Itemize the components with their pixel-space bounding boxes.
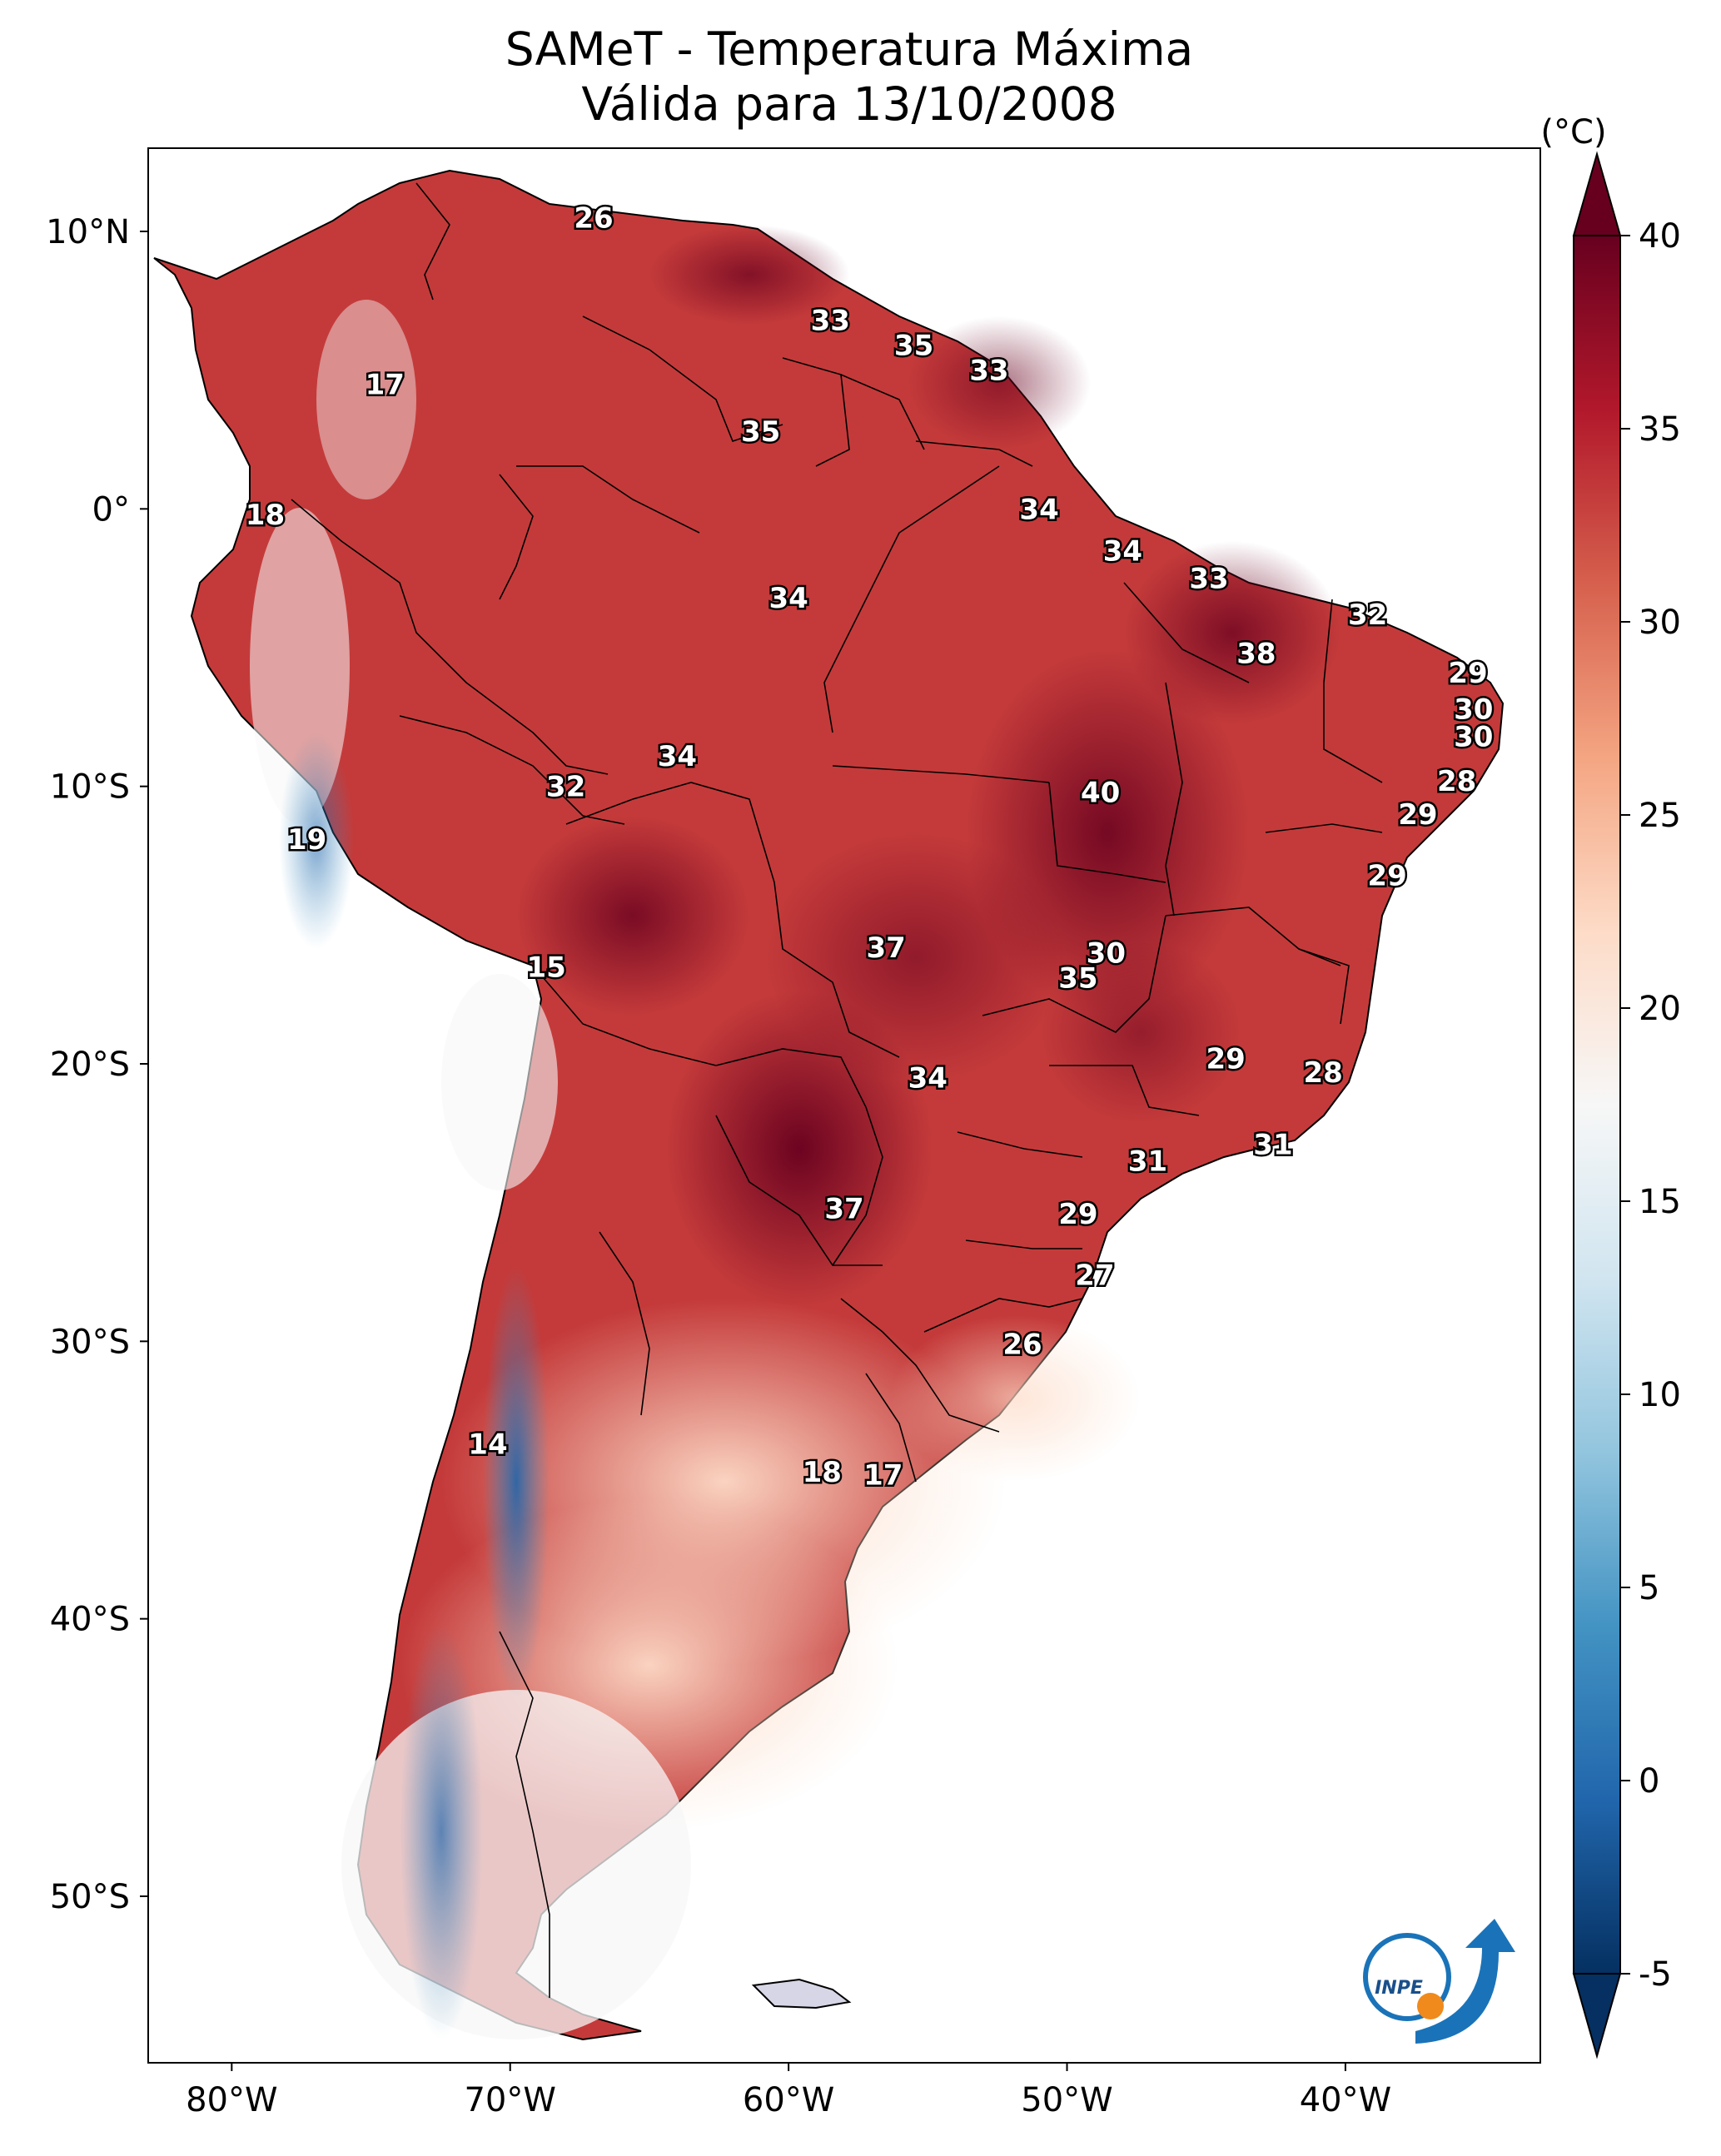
temperature-label: 37 <box>824 1192 863 1225</box>
lat-tick-label: 10°S <box>50 768 130 807</box>
title-line-1: SAMeT - Temperatura Máxima <box>505 22 1194 76</box>
colorbar-tick-label: 25 <box>1639 797 1681 835</box>
lon-tick-label: 50°W <box>1021 2081 1112 2119</box>
temperature-label: 40 <box>1081 776 1120 809</box>
inpe-logo-dot <box>1417 1993 1444 2019</box>
temperature-label: 30 <box>1087 937 1126 971</box>
temperature-label: 17 <box>863 1458 903 1492</box>
colorbar-tick-label: 35 <box>1639 410 1681 449</box>
colorbar-tick-label: 40 <box>1639 217 1681 256</box>
inpe-logo: INPE <box>1363 1919 1515 2044</box>
lat-tick-label: 0° <box>92 490 130 529</box>
temperature-label: 17 <box>366 368 405 401</box>
temperature-field <box>153 169 1505 2041</box>
temperature-label: 34 <box>1019 493 1058 526</box>
temperature-label: 34 <box>908 1062 948 1095</box>
temperature-label: 32 <box>546 771 585 804</box>
temperature-label: 28 <box>1437 765 1476 798</box>
lon-tick-label: 70°W <box>464 2081 555 2119</box>
lon-tick-label: 40°W <box>1300 2081 1391 2119</box>
country-borders <box>291 182 1383 1998</box>
colorbar-tick-label: 5 <box>1639 1569 1659 1607</box>
temperature-label: 27 <box>1075 1259 1114 1292</box>
temperature-label: 38 <box>1236 638 1276 671</box>
temperature-label: 29 <box>1058 1198 1097 1231</box>
temperature-label: 29 <box>1206 1042 1245 1076</box>
temperature-label: 31 <box>1253 1129 1292 1162</box>
colorbar-tick-label: 10 <box>1639 1376 1681 1414</box>
temperature-label: 19 <box>287 823 326 857</box>
lat-tick-label: 10°N <box>46 213 130 251</box>
map-title: SAMeT - Temperatura Máxima Válida para 1… <box>150 22 1549 132</box>
lon-tick-label: 60°W <box>743 2081 834 2119</box>
temperature-label: 15 <box>527 951 566 984</box>
temperature-label: 26 <box>574 201 613 235</box>
temperature-label: 35 <box>741 415 780 449</box>
latitude-axis: 10°N 0° 10°S 20°S 30°S 40°S 50°S <box>46 213 148 1916</box>
colorbar-min-extension <box>1572 1973 1622 2059</box>
temperature-label: 35 <box>1058 962 1097 996</box>
colorbar: (°C) 40 35 30 25 20 15 10 5 0 -5 <box>1540 113 1681 2059</box>
temperature-label: 35 <box>894 330 933 363</box>
colorbar-gradient <box>1573 235 1621 1975</box>
inpe-logo-ring <box>1363 1933 1451 2021</box>
temperature-label: 34 <box>1103 534 1142 568</box>
colorbar-tick-label: 20 <box>1639 990 1681 1028</box>
temperature-label: 33 <box>811 305 850 338</box>
lon-tick-label: 80°W <box>186 2081 277 2119</box>
inpe-logo-text: INPE <box>1375 1978 1423 1999</box>
colorbar-tick-label: 30 <box>1639 604 1681 642</box>
colorbar-tick-label: 0 <box>1639 1762 1659 1801</box>
temperature-label: 34 <box>768 582 808 615</box>
lat-tick-label: 20°S <box>50 1046 130 1084</box>
temperature-label: 18 <box>803 1456 842 1489</box>
lat-tick-label: 30°S <box>50 1323 130 1361</box>
temperature-label: 26 <box>1002 1329 1042 1362</box>
colorbar-unit: (°C) <box>1540 113 1606 152</box>
colorbar-tick-label: 15 <box>1639 1183 1681 1221</box>
temperature-label: 30 <box>1454 721 1493 754</box>
temperature-label: 18 <box>246 499 285 532</box>
colorbar-ticks: 40 35 30 25 20 15 10 5 0 -5 <box>1620 217 1681 1994</box>
inpe-logo-arrow <box>1415 1919 1515 2044</box>
temperature-label: 29 <box>1398 798 1437 832</box>
colorbar-max-extension <box>1572 151 1622 236</box>
falkland-islands <box>751 1978 852 2009</box>
temperature-label: 14 <box>468 1428 507 1462</box>
title-line-2: Válida para 13/10/2008 <box>581 77 1117 131</box>
temperature-label: 30 <box>1454 693 1493 726</box>
longitude-axis: 80°W 70°W 60°W 50°W 40°W <box>186 2063 1391 2119</box>
temperature-label: 37 <box>866 931 905 965</box>
lat-tick-label: 40°S <box>50 1601 130 1639</box>
temperature-label: 34 <box>658 740 697 773</box>
temperature-label: 32 <box>1348 599 1387 632</box>
colorbar-tick-label: -5 <box>1639 1955 1672 1994</box>
temperature-label: 29 <box>1448 657 1487 690</box>
temperature-label: 28 <box>1304 1056 1343 1090</box>
temperature-label: 33 <box>1189 563 1228 596</box>
temperature-label: 33 <box>969 355 1008 388</box>
lat-tick-label: 50°S <box>50 1878 130 1916</box>
temperature-label: 29 <box>1367 859 1406 892</box>
temperature-label: 31 <box>1128 1145 1167 1179</box>
